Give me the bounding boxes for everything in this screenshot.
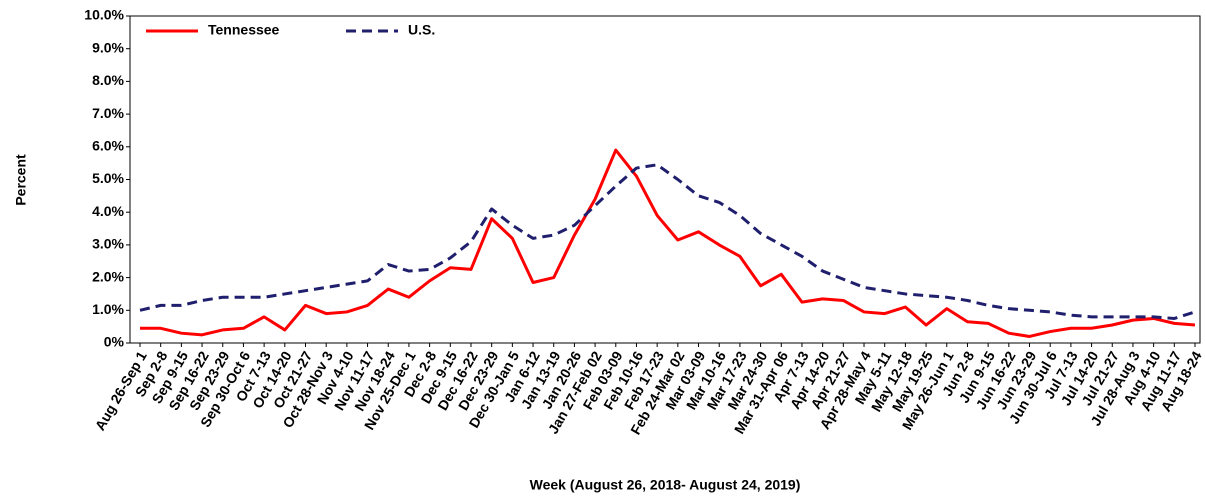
legend-label: U.S.: [408, 22, 435, 38]
y-tick-label: 1.0%: [92, 301, 124, 317]
y-tick-label: 9.0%: [92, 39, 124, 55]
y-tick-label: 4.0%: [92, 203, 124, 219]
y-tick-label: 5.0%: [92, 170, 124, 186]
x-axis-title: Week (August 26, 2018- August 24, 2019): [530, 477, 801, 493]
legend-label: Tennessee: [208, 22, 280, 38]
series-line: [139, 163, 1196, 320]
y-tick-label: 8.0%: [92, 72, 124, 88]
y-tick-label: 0%: [104, 334, 125, 350]
y-tick-label: 6.0%: [92, 138, 124, 154]
series-line: [140, 148, 1196, 338]
y-tick-label: 7.0%: [92, 105, 124, 121]
y-tick-label: 10.0%: [84, 7, 124, 23]
y-tick-label: 3.0%: [92, 236, 124, 252]
y-axis-title: Percent: [13, 154, 29, 206]
y-tick-label: 2.0%: [92, 268, 124, 284]
